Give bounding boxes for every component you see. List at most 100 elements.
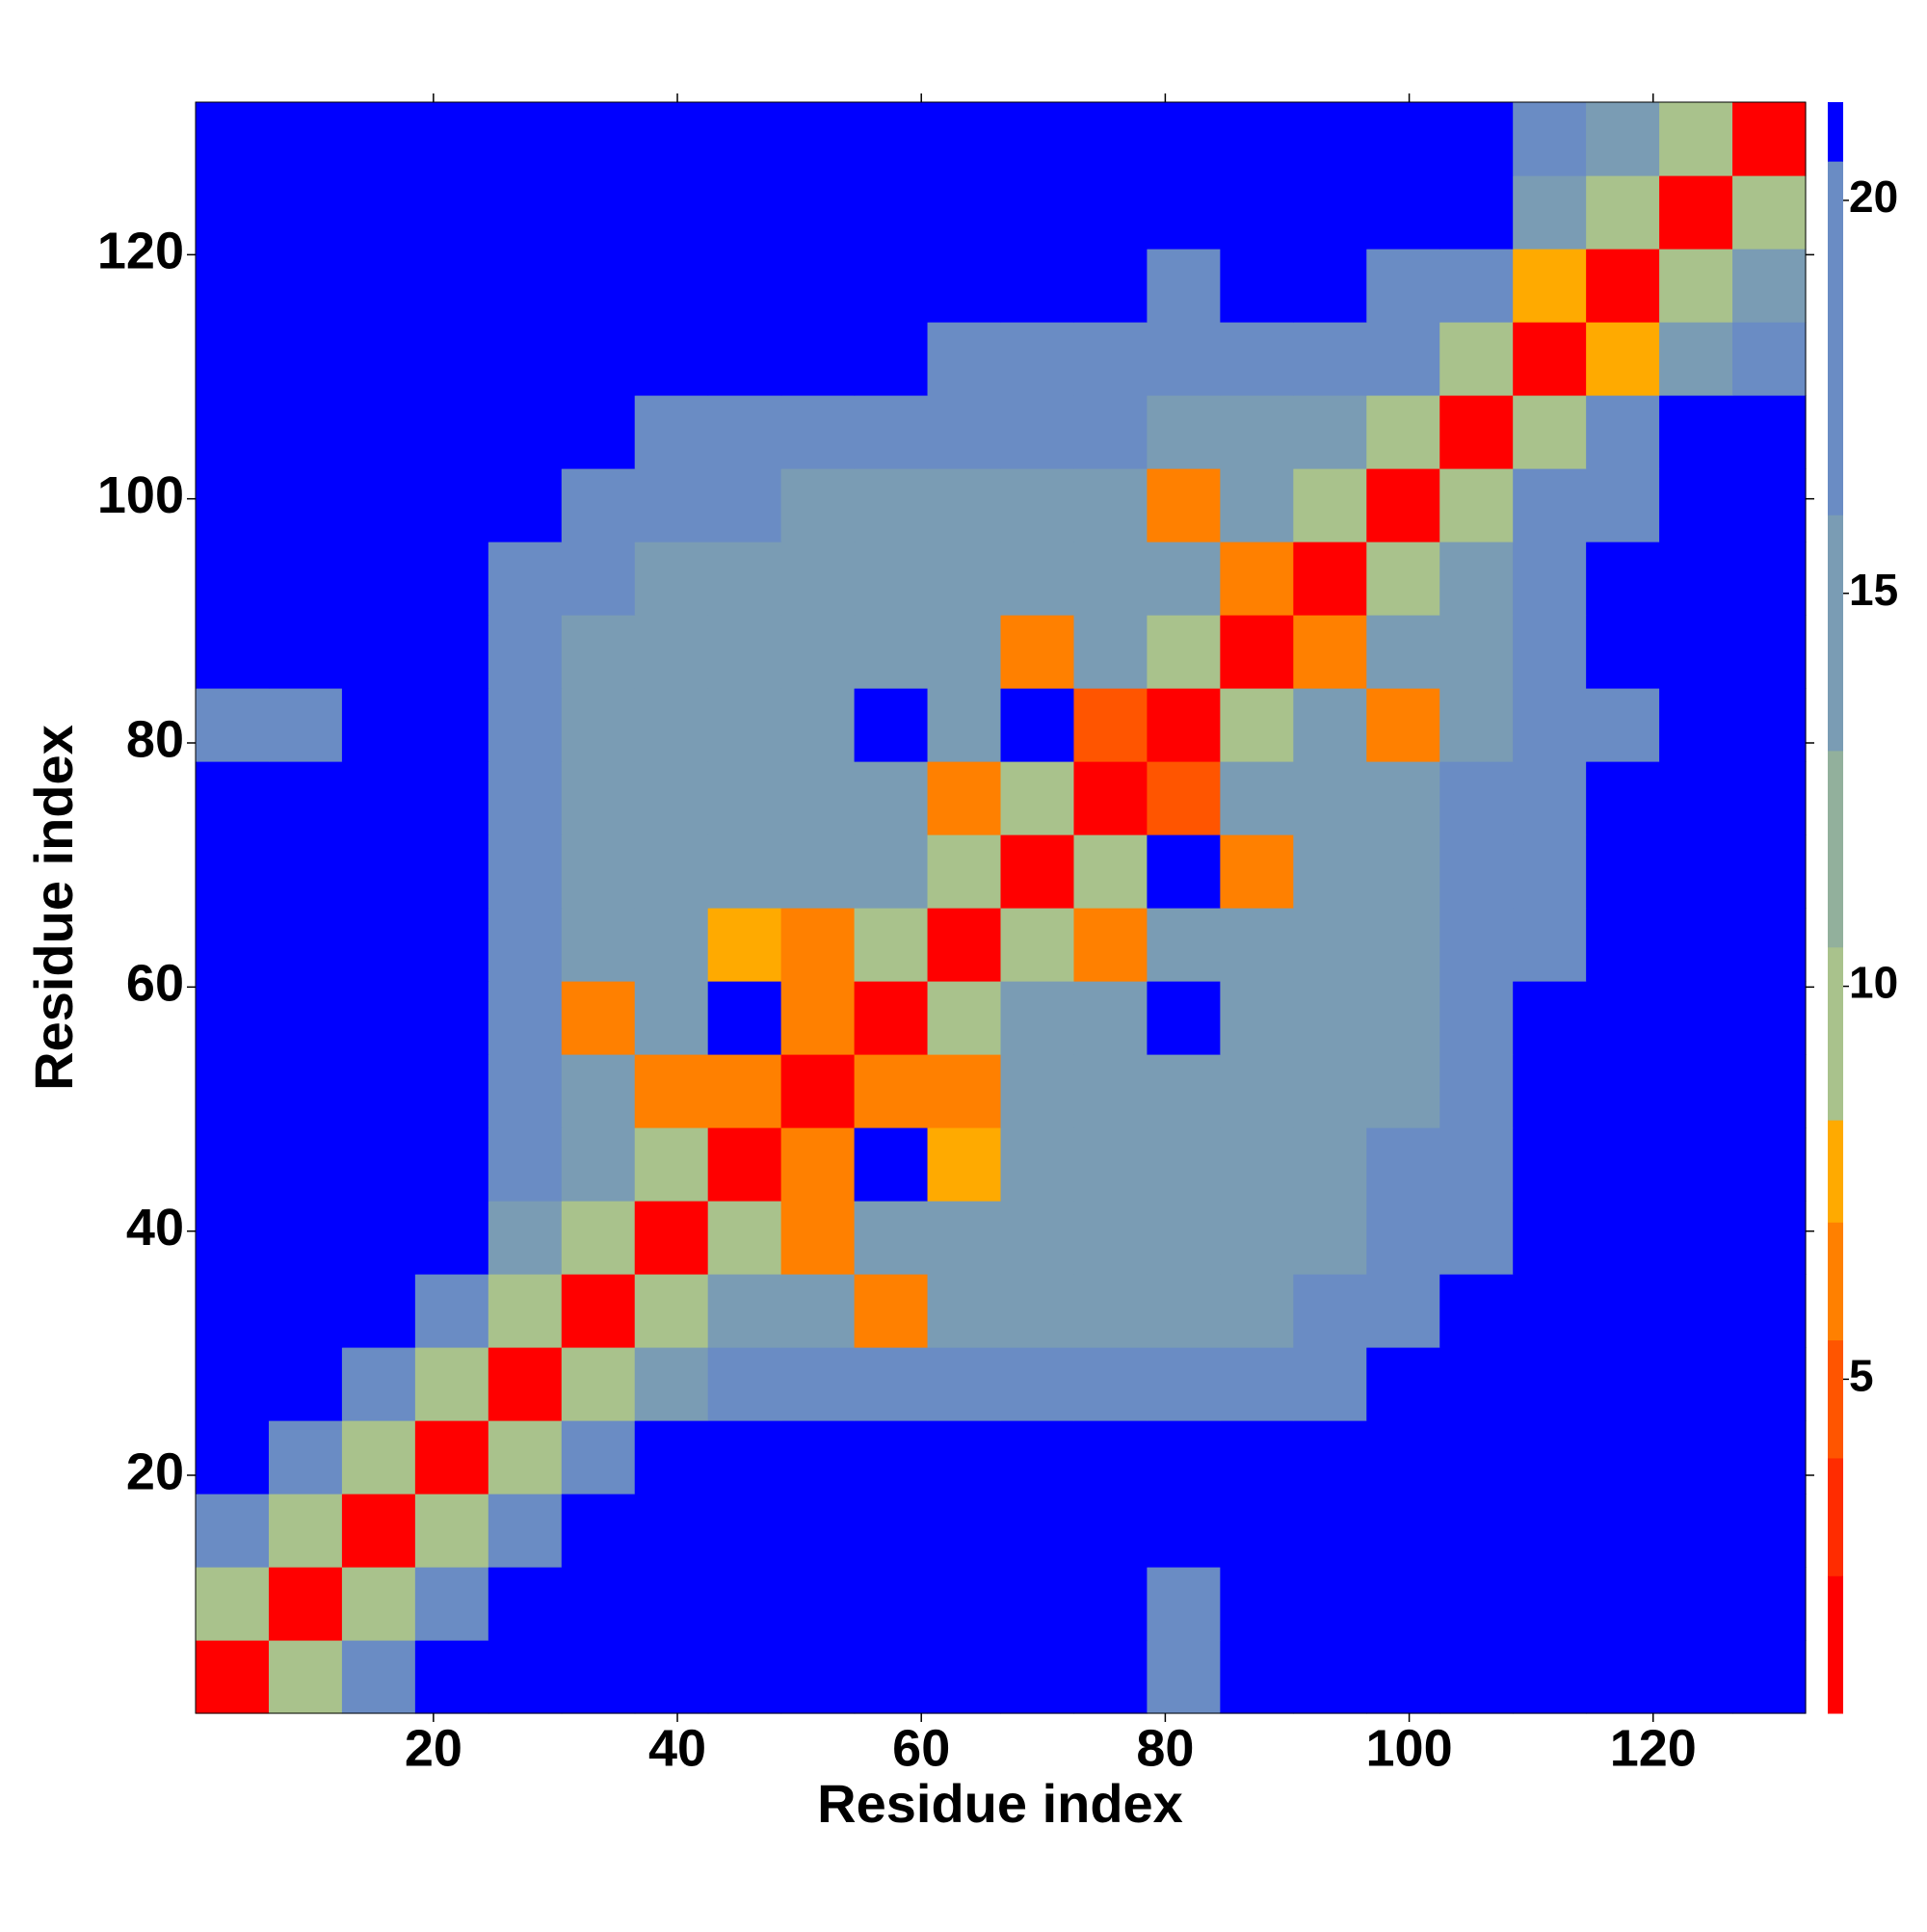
heatmap-cell bbox=[268, 688, 343, 762]
heatmap-cell bbox=[1659, 542, 1733, 616]
heatmap-cell bbox=[341, 1201, 416, 1275]
heatmap-cell bbox=[1147, 1347, 1221, 1421]
heatmap-cell bbox=[1513, 1494, 1587, 1568]
heatmap-cell bbox=[634, 981, 709, 1055]
heatmap-cell bbox=[854, 1640, 929, 1714]
heatmap-cell bbox=[1659, 1127, 1733, 1202]
heatmap-cell bbox=[927, 834, 1002, 909]
heatmap-cell bbox=[1513, 102, 1587, 176]
heatmap-cell bbox=[341, 761, 416, 835]
heatmap-cell bbox=[414, 761, 489, 835]
heatmap-cell bbox=[707, 981, 782, 1055]
heatmap-cell bbox=[1366, 1127, 1440, 1202]
heatmap-cell bbox=[927, 1054, 1002, 1128]
heatmap-cell bbox=[1439, 834, 1514, 909]
heatmap-cell bbox=[634, 395, 709, 469]
heatmap-cell bbox=[1293, 1127, 1367, 1202]
heatmap-cell bbox=[268, 102, 343, 176]
heatmap-cell bbox=[634, 249, 709, 323]
heatmap-cell bbox=[268, 542, 343, 616]
heatmap-cell bbox=[1586, 688, 1660, 762]
heatmap-cell bbox=[1513, 761, 1587, 835]
heatmap-cell bbox=[1147, 688, 1221, 762]
heatmap-cell bbox=[780, 1347, 856, 1421]
heatmap-cell bbox=[1732, 249, 1807, 323]
heatmap-cell bbox=[414, 1127, 489, 1202]
heatmap-cell bbox=[1439, 322, 1514, 396]
heatmap-cell bbox=[1147, 102, 1221, 176]
heatmap-cell bbox=[1073, 249, 1148, 323]
heatmap-cell bbox=[1000, 1201, 1075, 1275]
heatmap-cell bbox=[561, 1420, 636, 1495]
heatmap-cell bbox=[1586, 1201, 1660, 1275]
heatmap-cell bbox=[561, 1567, 636, 1641]
heatmap-cell bbox=[1000, 1127, 1075, 1202]
heatmap-cell bbox=[1513, 1201, 1587, 1275]
heatmap-cell bbox=[1147, 249, 1221, 323]
heatmap-cell bbox=[780, 1054, 856, 1128]
heatmap-cell bbox=[707, 395, 782, 469]
heatmap-cell bbox=[341, 175, 416, 250]
heatmap-cell bbox=[1073, 1054, 1148, 1128]
heatmap-cell bbox=[854, 1494, 929, 1568]
heatmap-cell bbox=[1000, 688, 1075, 762]
heatmap-cell bbox=[488, 249, 563, 323]
heatmap-cell bbox=[268, 395, 343, 469]
heatmap-cell bbox=[1220, 1420, 1294, 1495]
heatmap-cell bbox=[634, 468, 709, 543]
heatmap-cell bbox=[1293, 1420, 1367, 1495]
heatmap-cell bbox=[341, 834, 416, 909]
heatmap-cell bbox=[1586, 542, 1660, 616]
heatmap-cell bbox=[414, 1054, 489, 1128]
heatmap-cell bbox=[1366, 1347, 1440, 1421]
heatmap-cell bbox=[561, 1127, 636, 1202]
heatmap-cell bbox=[854, 468, 929, 543]
heatmap-cell bbox=[854, 395, 929, 469]
y-axis-label: Residue index bbox=[23, 725, 84, 1091]
heatmap-cell bbox=[488, 615, 563, 689]
heatmap-cell bbox=[854, 1054, 929, 1128]
heatmap-cell bbox=[196, 175, 270, 250]
heatmap-cell bbox=[268, 761, 343, 835]
heatmap-cell bbox=[1586, 1567, 1660, 1641]
heatmap-cell bbox=[488, 834, 563, 909]
heatmap-cell bbox=[1147, 1054, 1221, 1128]
heatmap-cell bbox=[414, 1201, 489, 1275]
heatmap-cell bbox=[1220, 1494, 1294, 1568]
heatmap-cell bbox=[1659, 395, 1733, 469]
heatmap-cell bbox=[196, 908, 270, 982]
heatmap-cell bbox=[1586, 1274, 1660, 1348]
heatmap-cell bbox=[780, 688, 856, 762]
heatmap-cell bbox=[1439, 542, 1514, 616]
y-tick-label: 120 bbox=[97, 223, 184, 280]
heatmap-cell bbox=[1659, 615, 1733, 689]
heatmap-cell bbox=[561, 1494, 636, 1568]
heatmap-cell bbox=[1513, 1054, 1587, 1128]
heatmap-cell bbox=[488, 322, 563, 396]
x-tick-label: 100 bbox=[1366, 1719, 1453, 1777]
heatmap-cell bbox=[1220, 102, 1294, 176]
heatmap-cell bbox=[488, 1420, 563, 1495]
heatmap-cell bbox=[1293, 615, 1367, 689]
heatmap-cell bbox=[268, 175, 343, 250]
heatmap-cell bbox=[561, 1201, 636, 1275]
heatmap-cell bbox=[1220, 688, 1294, 762]
heatmap-cell bbox=[1513, 1640, 1587, 1714]
heatmap-cell bbox=[1293, 1567, 1367, 1641]
heatmap-cell bbox=[1220, 468, 1294, 543]
heatmap-cell bbox=[1293, 1494, 1367, 1568]
heatmap-cell bbox=[1732, 395, 1807, 469]
heatmap-cell bbox=[1513, 834, 1587, 909]
heatmap-cell bbox=[707, 322, 782, 396]
heatmap-cell bbox=[268, 1640, 343, 1714]
heatmap-cell bbox=[1366, 1420, 1440, 1495]
heatmap-cell bbox=[854, 542, 929, 616]
heatmap-cell bbox=[1586, 1494, 1660, 1568]
heatmap-cell bbox=[1366, 688, 1440, 762]
heatmap-cell bbox=[854, 981, 929, 1055]
heatmap-cell bbox=[488, 1347, 563, 1421]
heatmap-cell bbox=[196, 1054, 270, 1128]
heatmap-cell bbox=[634, 761, 709, 835]
heatmap-cell bbox=[1732, 1201, 1807, 1275]
